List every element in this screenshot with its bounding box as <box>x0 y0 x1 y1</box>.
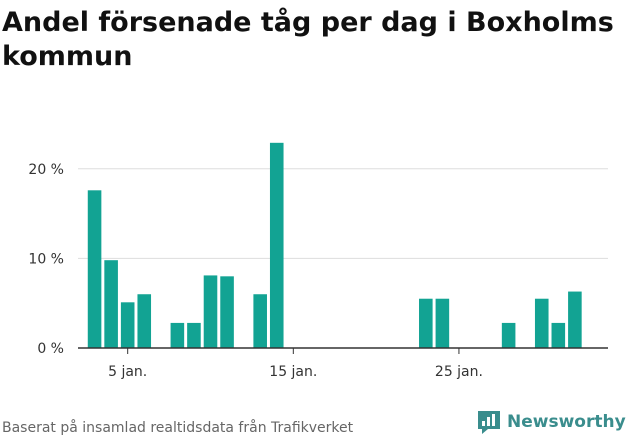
bar <box>435 298 450 348</box>
bar <box>137 294 152 348</box>
bar <box>170 322 185 348</box>
bar <box>253 294 267 348</box>
x-axis <box>78 347 608 354</box>
bar <box>269 142 284 348</box>
chart-title: Andel försenade tåg per dag i Boxholms k… <box>2 7 614 72</box>
brand-logo: Newsworthy <box>476 408 626 436</box>
y-tick-label: 20 % <box>28 162 64 178</box>
y-tick-label: 10 % <box>28 251 64 267</box>
bars <box>87 142 582 348</box>
brand-name: Newsworthy <box>507 412 626 432</box>
x-tick-label: 5 jan. <box>108 364 147 380</box>
bar <box>551 322 566 348</box>
bar <box>419 298 433 348</box>
x-tick-label: 15 jan. <box>269 364 317 380</box>
bar <box>568 291 582 348</box>
bar <box>120 302 135 348</box>
x-tick-label: 25 jan. <box>435 364 483 380</box>
newsworthy-logo-icon <box>478 411 500 434</box>
bar <box>501 322 516 348</box>
y-tick-label: 0 % <box>37 341 64 357</box>
y-axis-labels: 0 % 10 % 20 % <box>28 162 64 357</box>
source-note: Baserat på insamlad realtidsdata från Tr… <box>2 420 354 436</box>
bar <box>87 190 102 348</box>
bar <box>203 275 218 348</box>
bar <box>534 298 549 348</box>
x-axis-labels: 5 jan. 15 jan. 25 jan. <box>108 364 483 380</box>
bar <box>187 322 201 348</box>
bar <box>220 276 234 348</box>
bar <box>104 260 118 348</box>
gridlines <box>78 168 608 259</box>
